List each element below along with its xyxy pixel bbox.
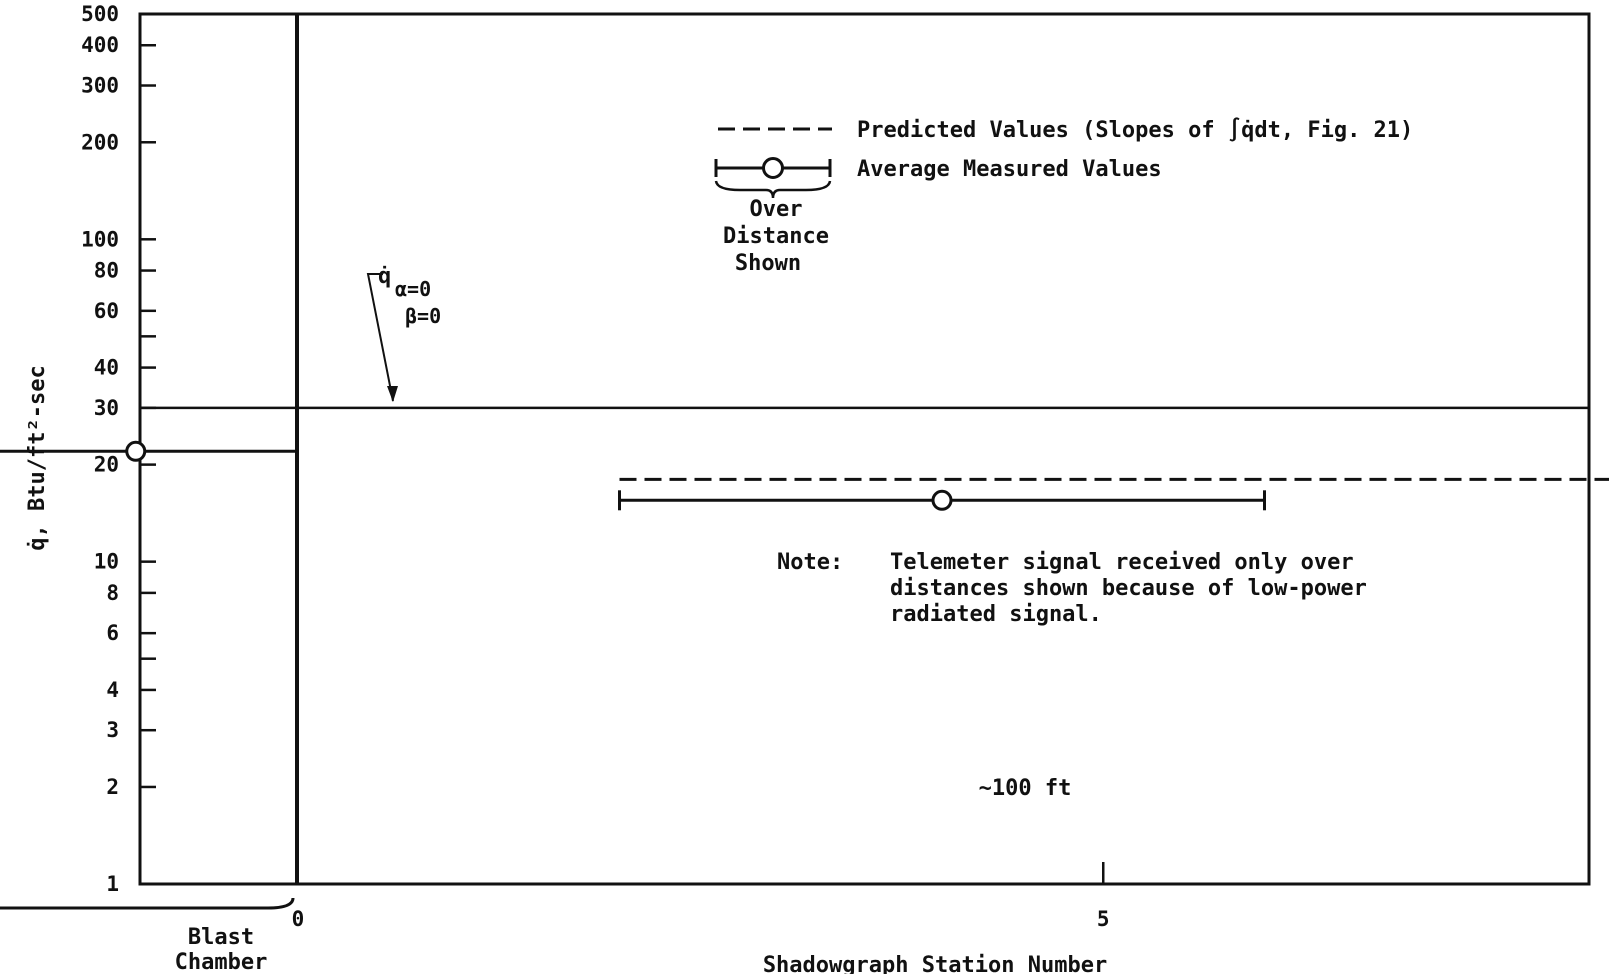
y-tick-label: 40 [94,356,119,380]
y-tick-label: 10 [94,550,119,574]
predicted-series-group [619,477,1609,481]
note-line-3: radiated signal. [890,602,1102,627]
y-tick-label: 400 [81,33,119,57]
y-tick-label: 8 [106,581,119,605]
y-axis-ticks: 1 2 3 4 6 8 10 20 30 40 60 80 100 200 300 400 500 [81,2,156,896]
y-tick-label: 300 [81,74,119,98]
y-tick-label: 100 [81,227,119,251]
measured-point [125,440,147,462]
blast-chamber-label-2: Chamber [175,950,268,974]
x-tick-label: 5 [1097,907,1110,931]
y-tick-label: 500 [81,2,119,26]
reference-line-label: q̇ α=0 β=0 [366,264,441,402]
reference-label-q: q̇ [378,264,391,289]
y-tick-label: 4 [106,678,119,702]
note-label: Note: [777,550,843,575]
blast-chamber-brace [0,897,295,910]
y-tick-label: 1 [106,872,119,896]
x-axis-label: Shadowgraph Station Number [763,953,1107,974]
blast-chamber-annotation: Blast Chamber [0,897,295,974]
y-axis-label: q̇, Btu/ft²-sec [25,365,50,550]
errorbar-note-line-3: Shown [735,251,801,276]
measured-series-group [0,440,1266,511]
reference-label-alpha: α=0 [395,277,431,301]
y-tick-label: 6 [106,621,119,645]
legend-label-measured: Average Measured Values [857,157,1162,182]
note-line-2: distances shown because of low-power [890,576,1367,601]
note-line-1: Telemeter signal received only over [890,550,1354,575]
legend: Predicted Values (Slopes of ∫q̇dt, Fig. … [714,117,1413,276]
x-axis-ticks: 0510152025303540 [292,862,1110,931]
reference-label-beta: β=0 [405,304,441,328]
y-tick-label: 30 [94,396,119,420]
legend-errorbar-swatch [714,157,832,199]
distance-annotation: ~100 ft [979,776,1072,801]
errorbar-note-line-1: Over [750,197,803,222]
y-tick-label: 200 [81,130,119,154]
distance-label: ~100 ft [979,776,1072,801]
y-tick-label: 2 [106,775,119,799]
blast-chamber-label-1: Blast [188,925,254,950]
y-tick-label: 60 [94,299,119,323]
legend-label-predicted: Predicted Values (Slopes of ∫q̇dt, Fig. … [857,117,1413,143]
errorbar-note-line-2: Distance [723,224,829,249]
plot-frame [138,12,1591,886]
measured-point [931,489,953,511]
plot-border [138,12,1591,886]
y-tick-label: 20 [94,453,119,477]
note-annotation: Note: Telemeter signal received only ove… [777,550,1367,627]
y-tick-label: 80 [94,259,119,283]
x-tick-label: 0 [292,907,305,931]
y-tick-label: 3 [106,718,119,742]
